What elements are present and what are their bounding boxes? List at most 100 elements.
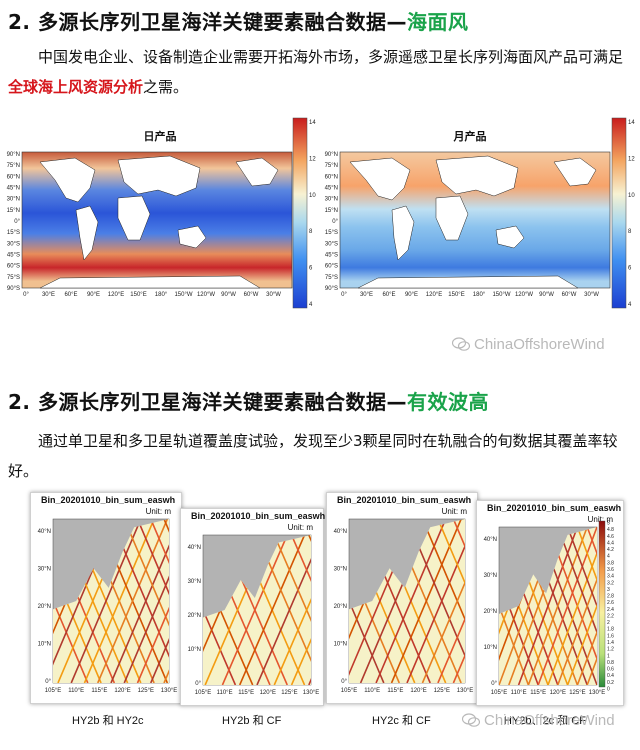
colorbar-tick-label: 2: [607, 620, 610, 626]
lat-tick-label: 40°N: [38, 529, 51, 535]
lon-tick-label: 90°W: [221, 292, 236, 298]
colorbar-tick-label: 0.8: [607, 660, 614, 666]
section1-para-highlight: 全球海上风资源分析: [8, 78, 144, 96]
lat-tick-label: 10°N: [484, 645, 497, 651]
colorbar-tick-label: 0.6: [607, 667, 614, 673]
lat-tick-label: 45°S: [7, 253, 20, 259]
lon-tick-label: 120°W: [197, 292, 215, 298]
lat-tick-label: 30°S: [7, 241, 20, 247]
lat-tick-label: 90°S: [325, 286, 338, 292]
lat-tick-label: 0°: [341, 679, 347, 685]
lon-tick-label: 90°W: [539, 292, 554, 298]
track-line: [136, 519, 169, 683]
track-line: [290, 535, 311, 685]
lon-tick-label: 120°E: [550, 690, 566, 696]
lon-tick-label: 0°: [23, 292, 29, 298]
lat-tick-label: 60°N: [325, 174, 338, 180]
panel-title: Bin_20201010_bin_sum_easwh: [337, 495, 472, 505]
lon-tick-label: 150°E: [448, 292, 464, 298]
colorbar-tick-label: 6: [628, 266, 632, 272]
colorbar-tick-label: 0.2: [607, 680, 614, 686]
monthly-wind-map: [339, 151, 611, 289]
colorbar-tick-label: 3.4: [607, 574, 614, 580]
lon-tick-label: 120°E: [114, 688, 130, 694]
colorbar-tick-label: 14: [628, 120, 635, 126]
lat-tick-label: 60°N: [7, 174, 20, 180]
daily-colorbar: [292, 117, 308, 309]
lat-tick-label: 40°N: [484, 537, 497, 543]
lat-tick-label: 30°N: [7, 197, 20, 203]
daily-wind-map: [21, 151, 293, 289]
lat-tick-label: 60°S: [7, 264, 20, 270]
colorbar-tick-label: 10: [309, 193, 316, 199]
section2-heading-prefix: 2. 多源长序列卫星海洋关键要素融合数据—: [8, 390, 407, 414]
panel-title: Bin_20201010_bin_sum_easwh: [191, 511, 326, 521]
section2-heading-highlight: 有效波高: [406, 390, 489, 414]
lon-tick-label: 180°: [155, 292, 168, 298]
track-line: [290, 535, 311, 685]
lat-tick-label: 0°: [491, 681, 497, 687]
lon-tick-label: 30°W: [584, 292, 599, 298]
lat-tick-label: 20°N: [188, 613, 201, 619]
lon-tick-label: 105°E: [45, 688, 61, 694]
colorbar-tick-label: 1.6: [607, 633, 614, 639]
colorbar-tick-label: 1.4: [607, 640, 614, 646]
panel-title: Bin_20201010_bin_sum_easwh: [41, 495, 176, 505]
wave-colorbar: [598, 520, 606, 688]
lat-tick-label: 75°N: [7, 163, 20, 169]
panel-unit: Unit: m: [441, 507, 467, 516]
lat-tick-label: 20°N: [38, 604, 51, 610]
colorbar-tick-label: 3.2: [607, 580, 614, 586]
colorbar-tick-label: 2.6: [607, 600, 614, 606]
colorbar-tick-label: 0: [607, 687, 610, 693]
lon-tick-label: 60°E: [382, 292, 395, 298]
watermark-text: ChinaOffshoreWind: [484, 712, 615, 729]
panel-unit: Unit: m: [287, 523, 313, 532]
track-line: [83, 519, 155, 683]
track-line: [70, 519, 142, 683]
section1-para-after: 之需。: [143, 78, 189, 96]
lon-tick-label: 110°E: [217, 690, 233, 696]
lat-tick-label: 30°N: [188, 579, 201, 585]
lon-tick-label: 150°W: [492, 292, 510, 298]
track-line: [576, 527, 597, 685]
lon-tick-label: 125°E: [281, 690, 297, 696]
lon-tick-label: 0°: [341, 292, 347, 298]
lon-tick-label: 150°W: [174, 292, 192, 298]
colorbar-tick-label: 8: [309, 229, 313, 235]
colorbar-tick-label: 12: [309, 156, 316, 162]
lon-tick-label: 130°E: [589, 690, 605, 696]
monthly-map-title: 月产品: [453, 130, 487, 143]
monthly-colorbar: [611, 117, 627, 309]
wave-map: 40°N30°N20°N10°N0°105°E 110°E 115°E 120°E 12…: [334, 518, 473, 694]
lat-tick-label: 75°S: [325, 275, 338, 281]
lon-tick-label: 110°E: [511, 690, 527, 696]
lat-tick-label: 40°N: [188, 545, 201, 551]
wechat-icon: [462, 713, 480, 727]
colorbar-tick-label: 1.2: [607, 647, 614, 653]
lon-tick-label: 130°E: [161, 688, 177, 694]
wave-panel: Bin_20201010_bin_sum_easwh Unit: m 40°N 30°…: [326, 492, 478, 704]
lon-tick-label: 60°W: [562, 292, 577, 298]
watermark-2: ChinaOffshoreWind: [462, 712, 615, 729]
colorbar-tick-label: 12: [628, 156, 635, 162]
colorbar-tick-label: 4.2: [607, 547, 614, 553]
track-line: [136, 519, 169, 683]
lat-tick-label: 30°N: [38, 567, 51, 573]
lat-tick-label: 15°S: [325, 230, 338, 236]
track-line: [97, 519, 169, 683]
lon-tick-label: 30°W: [266, 292, 281, 298]
lat-tick-label: 90°N: [325, 152, 338, 158]
wave-map: 40°N30°N20°N10°N0°105°E 110°E 115°E 120°E 12…: [484, 520, 615, 697]
watermark-text: ChinaOffshoreWind: [474, 336, 605, 353]
lat-tick-label: 75°S: [7, 275, 20, 281]
section1-para-before: 中国发电企业、设备制造企业需要开拓海外市场，多源遥感卫星长序列海面风产品可满足: [38, 48, 624, 66]
sea-region: [53, 519, 169, 683]
caption-1: HY2b 和 HY2c: [72, 715, 144, 727]
track-line: [150, 519, 169, 683]
lat-tick-label: 10°N: [38, 642, 51, 648]
colorbar-tick-label: 4.8: [607, 527, 614, 533]
panel-unit: Unit: m: [587, 515, 613, 524]
lat-tick-label: 10°N: [188, 647, 201, 653]
lat-tick-label: 45°N: [325, 186, 338, 192]
